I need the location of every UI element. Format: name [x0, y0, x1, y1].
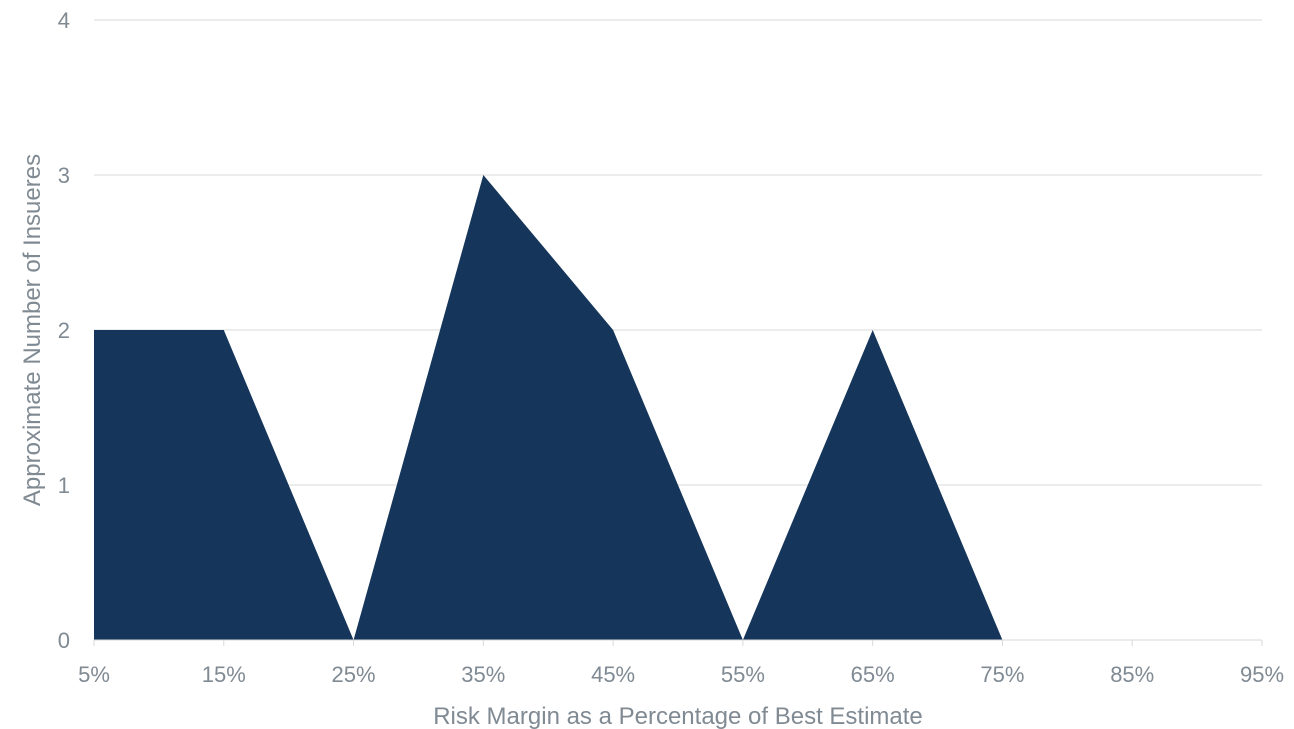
x-tick-label: 65%: [851, 662, 895, 687]
plot-area: [94, 175, 1003, 640]
y-axis-title: Approximate Number of Insueres: [19, 154, 46, 506]
x-tick-label: 35%: [461, 662, 505, 687]
x-tick-label: 55%: [721, 662, 765, 687]
y-tick-label: 1: [58, 473, 70, 498]
gridlines: [94, 19, 1262, 486]
x-tick-label: 5%: [78, 662, 110, 687]
y-tick-label: 0: [58, 628, 70, 653]
x-tick-label: 25%: [332, 662, 376, 687]
y-tick-label: 2: [58, 318, 70, 343]
x-tick-label: 15%: [202, 662, 246, 687]
x-tick-label: 85%: [1110, 662, 1154, 687]
x-tick-label: 75%: [980, 662, 1024, 687]
x-tick-label: 95%: [1240, 662, 1284, 687]
area-series-0: [94, 175, 1003, 640]
x-tick-label: 45%: [591, 662, 635, 687]
y-tick-label: 3: [58, 163, 70, 188]
y-axis: 0 1 2 3 4: [58, 8, 70, 653]
x-axis: 5% 15% 25% 35% 45% 55% 65% 75% 85% 95%: [78, 639, 1284, 687]
x-axis-title: Risk Margin as a Percentage of Best Esti…: [433, 703, 923, 729]
y-tick-label: 4: [58, 8, 70, 33]
